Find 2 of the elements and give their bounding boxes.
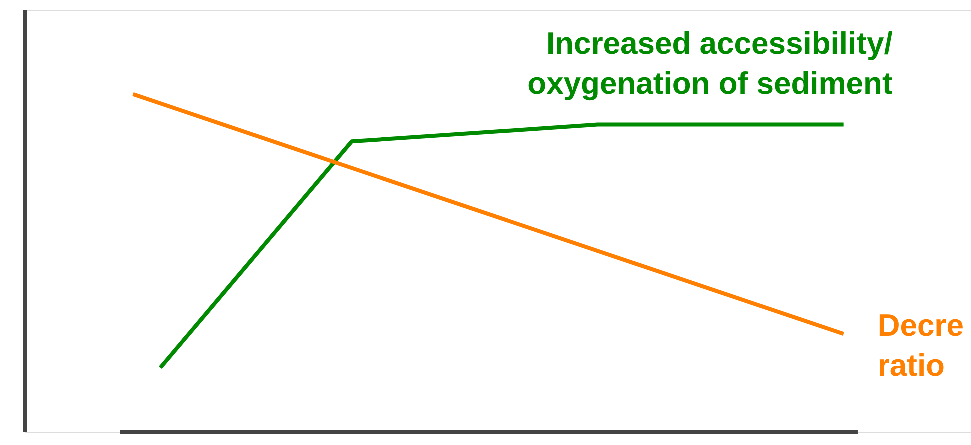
series-label: Decre ratio <box>878 308 964 384</box>
series-label: Increased accessibility/ oxygenation of sediment <box>528 26 894 101</box>
